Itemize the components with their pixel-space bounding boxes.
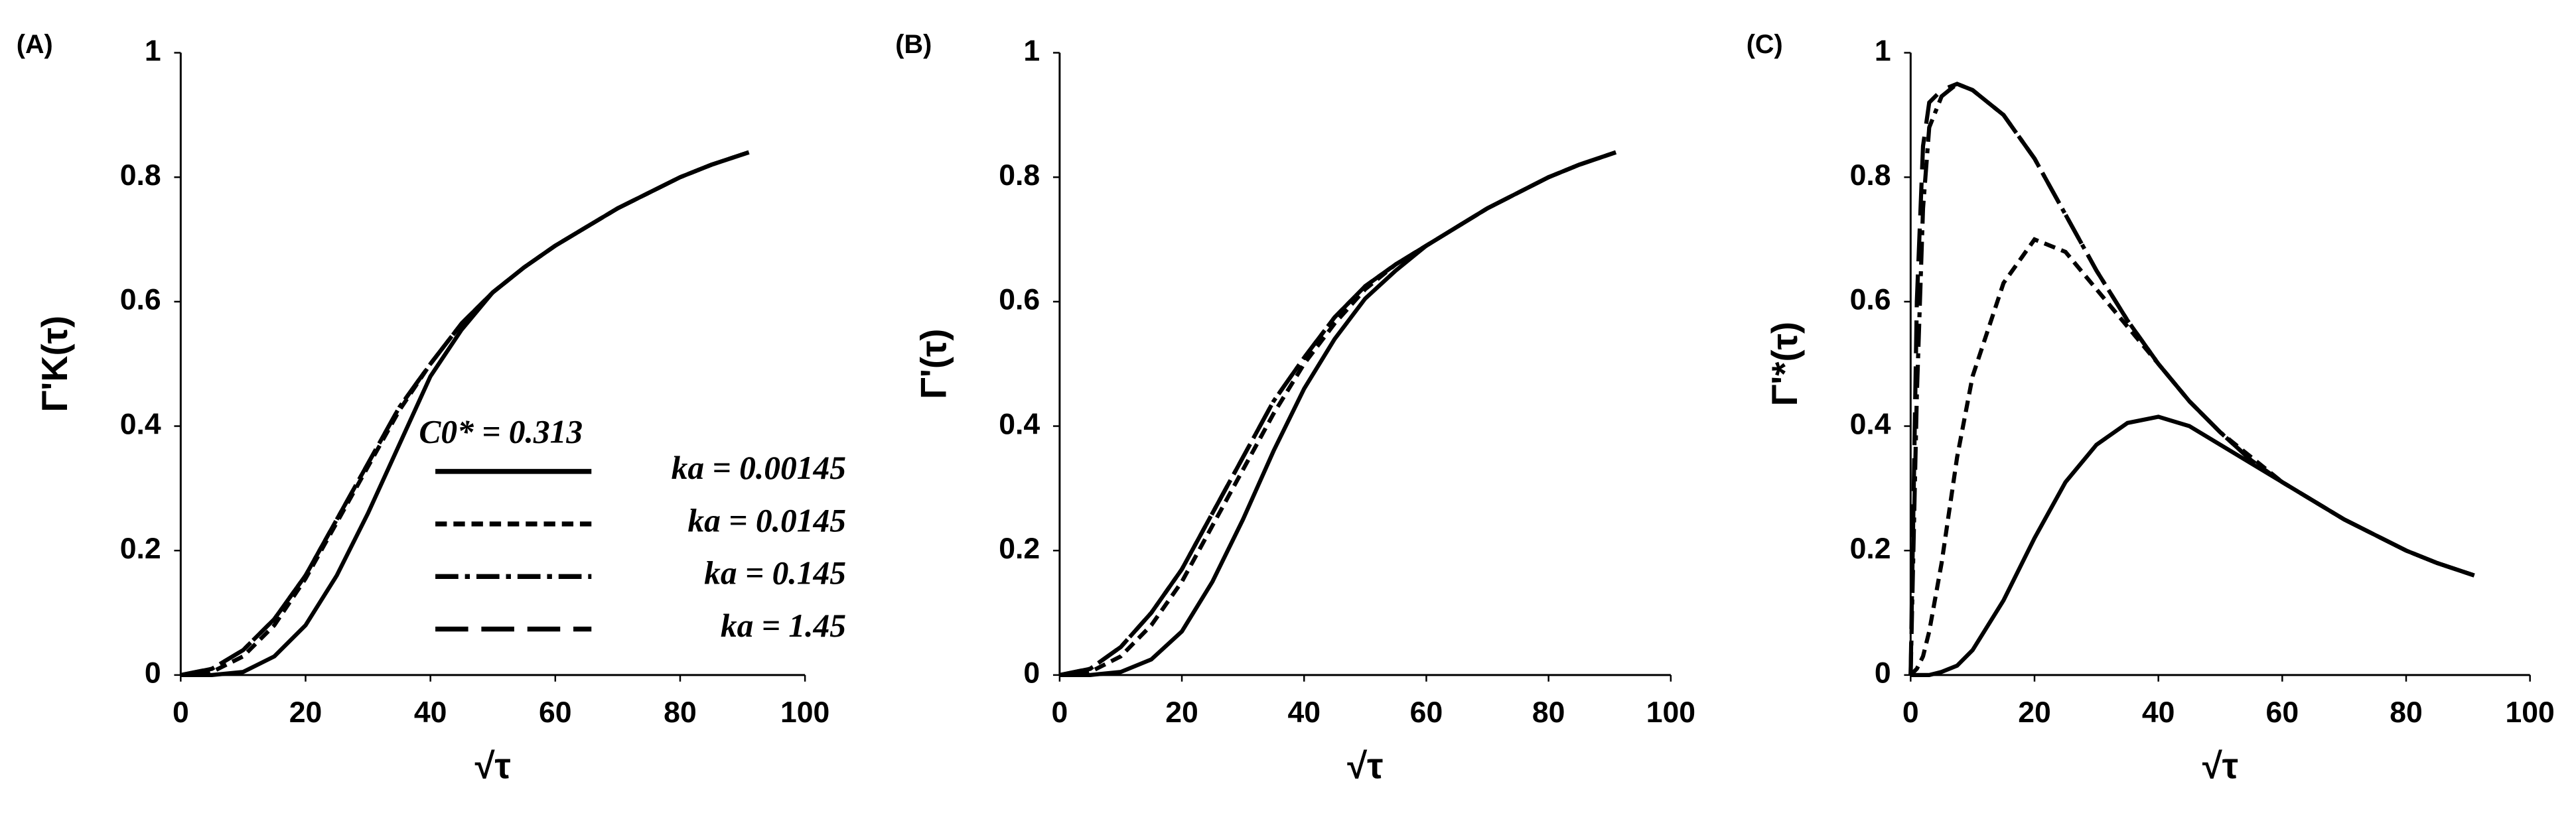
y-tick-label: 0 <box>145 657 161 690</box>
y-tick-label: 1 <box>145 34 161 67</box>
y-tick-label: 0.6 <box>1850 284 1891 316</box>
panel-label: (C) <box>1747 30 1783 59</box>
annotation: C0* = 0.313 <box>419 414 583 450</box>
line-series <box>1908 82 2475 675</box>
y-tick-label: 0.8 <box>120 159 161 192</box>
x-axis-label: √τ <box>1347 745 1383 786</box>
line-series <box>1059 150 1616 677</box>
x-tick-label: 20 <box>1165 696 1198 729</box>
x-tick-label: 20 <box>2018 696 2051 729</box>
y-tick-label: 0.4 <box>1850 408 1891 440</box>
y-tick-label: 0.4 <box>999 408 1040 440</box>
x-tick-label: 80 <box>2390 696 2423 729</box>
x-tick-label: 20 <box>289 696 322 729</box>
legend-label: ka = 0.0145 <box>687 502 846 538</box>
x-tick-label: 60 <box>1410 696 1443 729</box>
y-tick-label: 0.6 <box>120 284 161 316</box>
legend-label: ka = 1.45 <box>721 607 846 644</box>
y-tick-label: 0.2 <box>1850 533 1891 565</box>
x-tick-label: 100 <box>1646 696 1695 729</box>
panel-label: (B) <box>895 30 932 59</box>
line-series <box>1059 150 1616 677</box>
x-tick-label: 0 <box>1051 696 1068 729</box>
x-tick-label: 40 <box>414 696 447 729</box>
x-tick-label: 100 <box>780 696 829 729</box>
y-tick-label: 0 <box>1875 657 1891 690</box>
x-tick-label: 40 <box>1287 696 1321 729</box>
y-tick-label: 0.6 <box>999 284 1040 316</box>
y-tick-label: 0 <box>1023 657 1040 690</box>
y-axis-label: Γ'(τ) <box>914 329 954 399</box>
legend-label: ka = 0.00145 <box>672 450 846 486</box>
line-series <box>1059 150 1616 677</box>
x-tick-label: 0 <box>173 696 189 729</box>
y-tick-label: 0.4 <box>120 408 161 440</box>
y-tick-label: 0.8 <box>999 159 1040 192</box>
x-axis-label: √τ <box>2202 745 2238 786</box>
y-tick-label: 0.8 <box>1850 159 1891 192</box>
line-series <box>1059 150 1616 677</box>
x-tick-label: 100 <box>2506 696 2555 729</box>
line-series <box>1908 81 2475 675</box>
panel-label: (A) <box>17 30 53 59</box>
y-tick-label: 1 <box>1023 34 1040 67</box>
y-tick-label: 1 <box>1875 34 1891 67</box>
y-axis-label: Γ'*(τ) <box>1764 322 1805 406</box>
legend-label: ka = 0.145 <box>704 555 846 592</box>
x-tick-label: 80 <box>664 696 697 729</box>
x-tick-label: 0 <box>1902 696 1919 729</box>
y-tick-label: 0.2 <box>120 533 161 565</box>
x-axis-label: √τ <box>475 745 511 786</box>
x-tick-label: 40 <box>2142 696 2175 729</box>
y-tick-label: 0.2 <box>999 533 1040 565</box>
line-series <box>180 150 750 677</box>
x-tick-label: 60 <box>539 696 572 729</box>
line-series <box>1909 237 2475 677</box>
y-axis-label: Γ'K(τ) <box>35 316 75 412</box>
x-tick-label: 80 <box>1532 696 1565 729</box>
line-series <box>1910 414 2475 677</box>
x-tick-label: 60 <box>2266 696 2299 729</box>
